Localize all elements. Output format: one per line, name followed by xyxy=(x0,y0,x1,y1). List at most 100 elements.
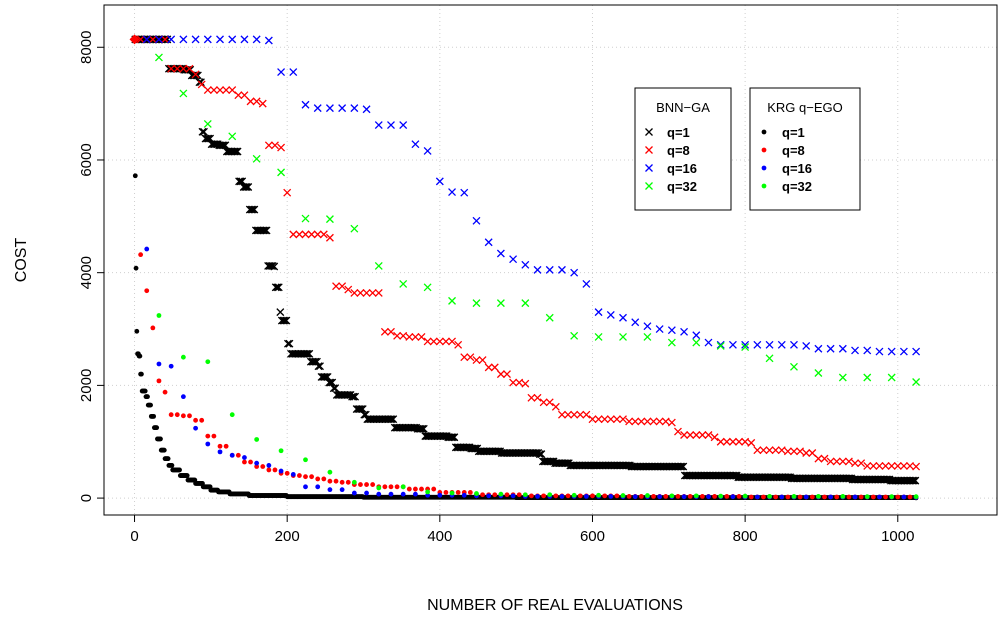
dot-point xyxy=(339,479,345,485)
dot-point xyxy=(467,490,473,495)
cross-point xyxy=(820,454,829,463)
dot-point xyxy=(242,459,247,465)
cross-point xyxy=(631,417,640,426)
cross-point xyxy=(301,230,310,239)
dot-point xyxy=(248,459,253,465)
cross-point xyxy=(228,35,237,44)
cross-point xyxy=(909,476,918,485)
cross-point xyxy=(248,205,257,214)
dot-point xyxy=(400,491,406,497)
cross-point xyxy=(274,283,283,292)
cross-point xyxy=(496,370,505,379)
dot-point xyxy=(229,412,235,418)
cross-point xyxy=(460,188,469,197)
dot-point xyxy=(174,412,180,418)
cross-point xyxy=(277,168,286,177)
cross-point xyxy=(851,346,859,355)
dot-point xyxy=(278,468,284,474)
dot-point xyxy=(712,494,717,499)
dot-point xyxy=(370,482,376,487)
dot-point xyxy=(602,493,608,499)
cross-point xyxy=(655,325,664,333)
cross-point xyxy=(325,233,334,242)
cross-point xyxy=(667,338,676,347)
dot-point xyxy=(151,413,157,419)
cross-point xyxy=(191,70,200,79)
cross-point xyxy=(643,322,652,331)
legends: BNN−GA q=1 q=8 q=16 q=32 KRG q−EGO q=1 q=8 q=16 q… xyxy=(634,87,861,211)
dot-point xyxy=(706,494,711,500)
dot-point xyxy=(767,494,772,499)
dot-point xyxy=(187,413,192,419)
cross-point xyxy=(277,143,286,152)
cross-point xyxy=(389,415,398,424)
y-tick-label: 2000 xyxy=(78,369,95,402)
cross-point xyxy=(509,255,518,264)
cross-point xyxy=(167,64,176,73)
cross-point xyxy=(582,410,591,419)
cross-point xyxy=(423,146,432,155)
cross-point xyxy=(350,104,359,113)
cross-point xyxy=(250,205,259,214)
cross-point xyxy=(362,105,371,114)
dot-point xyxy=(816,494,821,499)
cross-point xyxy=(716,340,725,349)
cross-point xyxy=(448,188,457,197)
cross-point xyxy=(204,134,213,143)
cross-point xyxy=(692,431,701,439)
cross-point xyxy=(238,177,247,186)
cross-point xyxy=(594,415,603,424)
cross-point xyxy=(252,35,261,44)
cross-point xyxy=(600,415,609,424)
dot-point xyxy=(498,491,504,497)
cross-point xyxy=(545,313,554,322)
cross-point xyxy=(312,357,321,366)
cross-point xyxy=(242,183,251,191)
dot-point xyxy=(486,493,492,499)
cross-point xyxy=(625,417,634,426)
cross-point xyxy=(588,415,597,424)
legend-title: BNN−GA xyxy=(656,100,710,115)
cross-point xyxy=(472,356,481,364)
dot-point xyxy=(773,494,779,500)
series-bnn-ga-q16 xyxy=(142,35,921,356)
cross-point xyxy=(282,316,291,325)
cross-point xyxy=(301,214,310,223)
cross-point xyxy=(759,446,768,455)
dot-point xyxy=(883,494,888,500)
cross-point xyxy=(356,289,365,297)
cross-point xyxy=(594,308,603,317)
dot-point xyxy=(480,492,485,498)
dot-point xyxy=(364,490,369,496)
cross-point xyxy=(557,410,566,419)
dot-point xyxy=(333,478,339,484)
cross-point xyxy=(729,471,738,480)
cross-point xyxy=(344,285,353,294)
dot-point xyxy=(583,494,589,499)
cross-point xyxy=(484,238,493,247)
cross-point xyxy=(399,331,408,340)
dot-point xyxy=(235,452,241,458)
cross-point xyxy=(295,230,304,239)
cross-point xyxy=(466,353,475,362)
cross-point xyxy=(441,337,450,346)
dot-point xyxy=(516,492,522,498)
legend-dot-marker xyxy=(761,129,767,135)
dot-point xyxy=(211,433,217,439)
dot-point xyxy=(217,449,223,455)
dot-point xyxy=(345,479,351,485)
cross-point xyxy=(686,431,695,439)
cross-point xyxy=(355,405,364,414)
cross-point xyxy=(307,230,316,239)
legend-dot-marker xyxy=(761,165,767,171)
cross-point xyxy=(838,373,847,382)
cross-point xyxy=(790,340,798,349)
cross-point xyxy=(277,68,286,77)
dot-point xyxy=(254,437,260,442)
cross-point xyxy=(305,349,314,358)
cross-point xyxy=(386,415,395,424)
dot-point xyxy=(315,484,321,490)
dot-point xyxy=(608,494,614,499)
legend-entry-label: q=1 xyxy=(782,125,805,140)
cross-point xyxy=(326,378,335,387)
